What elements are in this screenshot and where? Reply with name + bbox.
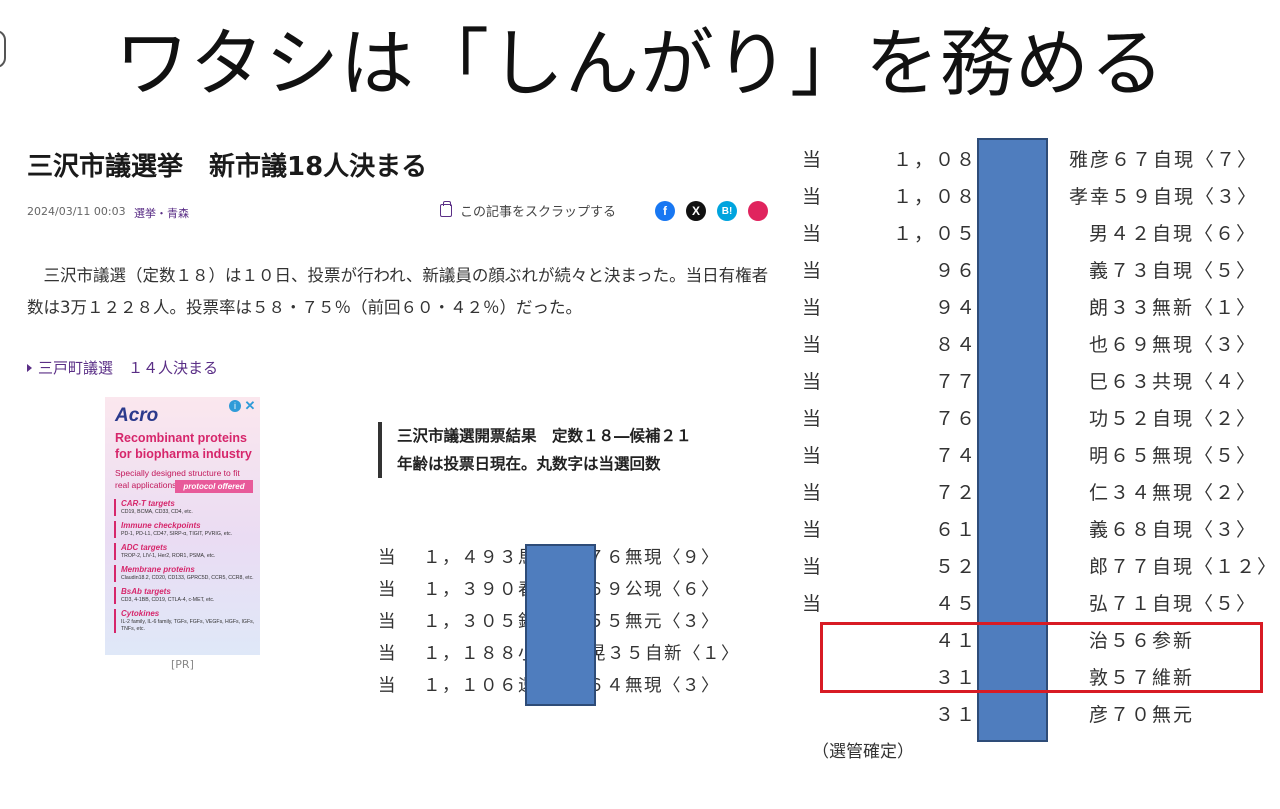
- ad-item: Immune checkpoints PD-1, PD-L1, CD47, SIR…: [114, 521, 256, 538]
- ad-item: Membrane proteins Claudin18.2, CD20, CD13…: [114, 565, 256, 582]
- ad-item: Cytokines IL-2 family, IL-6 family, TGFs,…: [114, 609, 256, 633]
- ad-item: CAR-T targets CD19, BCMA, CD33, CD4, etc.: [114, 499, 256, 516]
- ad-subtext: Specially designed structure to fit real…: [115, 468, 240, 490]
- ad-item: BsAb targets CD3, 4-1BB, CD19, CTLA-4, c-…: [114, 587, 256, 604]
- article-date: 2024/03/11 00:03: [27, 205, 126, 218]
- scrap-icon: [440, 201, 452, 217]
- triangle-right-icon: [27, 363, 32, 372]
- info-icon[interactable]: i: [229, 400, 241, 412]
- highlight-box: [820, 622, 1263, 693]
- ad-badge: protocol offered: [175, 480, 253, 493]
- results-note: （選管確定）: [812, 742, 914, 762]
- ad-pr-label: [PR]: [171, 658, 194, 671]
- result-row: 当１，０８７小孝幸５９自現〈３〉: [802, 186, 1259, 208]
- related-link-label: 三戸町議選 １４人決まる: [38, 359, 219, 377]
- advertisement[interactable]: Acro i ✕ Recombinant proteins for biopha…: [105, 397, 260, 655]
- result-row: 当１，１０６遠６４無現〈３〉: [378, 676, 720, 696]
- redaction-block: [525, 544, 596, 706]
- slide-title: ワタシは「しんがり」を務める: [115, 21, 1165, 107]
- ad-brand-logo: Acro: [115, 405, 159, 426]
- redaction-block: [977, 138, 1048, 742]
- scrap-button[interactable]: この記事をスクラップする: [440, 201, 616, 220]
- hatena-bookmark-icon[interactable]: B!: [717, 201, 737, 221]
- results-header-line: 三沢市議選開票結果 定数１８―候補２１: [397, 427, 692, 445]
- pocket-icon[interactable]: [748, 201, 768, 221]
- related-article-link[interactable]: 三戸町議選 １４人決まる: [27, 357, 218, 378]
- results-header: 三沢市議選開票結果 定数１８―候補２１ 年齢は投票日現在。丸数字は当選回数: [378, 422, 692, 478]
- ad-controls: i ✕: [229, 398, 256, 413]
- close-icon[interactable]: ✕: [244, 398, 256, 413]
- result-row: 当１，０５５西男４２自現〈６〉: [802, 223, 1258, 245]
- results-header-line: 年齢は投票日現在。丸数字は当選回数: [397, 455, 661, 473]
- article-headline: 三沢市議選挙 新市議18人決まる: [27, 152, 428, 182]
- ad-target-list: CAR-T targets CD19, BCMA, CD33, CD4, etc.…: [114, 499, 256, 638]
- result-row: 当１，３０５鈴５５無元〈３〉: [378, 612, 720, 632]
- article-paragraph: 三沢市議選（定数１８）は１０日、投票が行われ、新議員の顔ぶれが続々と決まった。当…: [27, 266, 769, 317]
- share-buttons: f X B!: [655, 201, 768, 221]
- ad-item: ADC targets TROP-2, LIV-1, Her2, ROR1, PS…: [114, 543, 256, 560]
- scrap-label: この記事をスクラップする: [460, 205, 617, 220]
- x-icon[interactable]: X: [686, 201, 706, 221]
- article-body: 三沢市議選（定数１８）は１０日、投票が行われ、新議員の顔ぶれが続々と決まった。当…: [27, 260, 772, 324]
- ad-headline: Recombinant proteins for biopharma indus…: [115, 431, 252, 461]
- result-row: 当１，１８８小美晃３５自新〈１〉: [378, 644, 740, 664]
- facebook-icon[interactable]: f: [655, 201, 675, 221]
- article-category-link[interactable]: 選挙・青森: [134, 207, 189, 220]
